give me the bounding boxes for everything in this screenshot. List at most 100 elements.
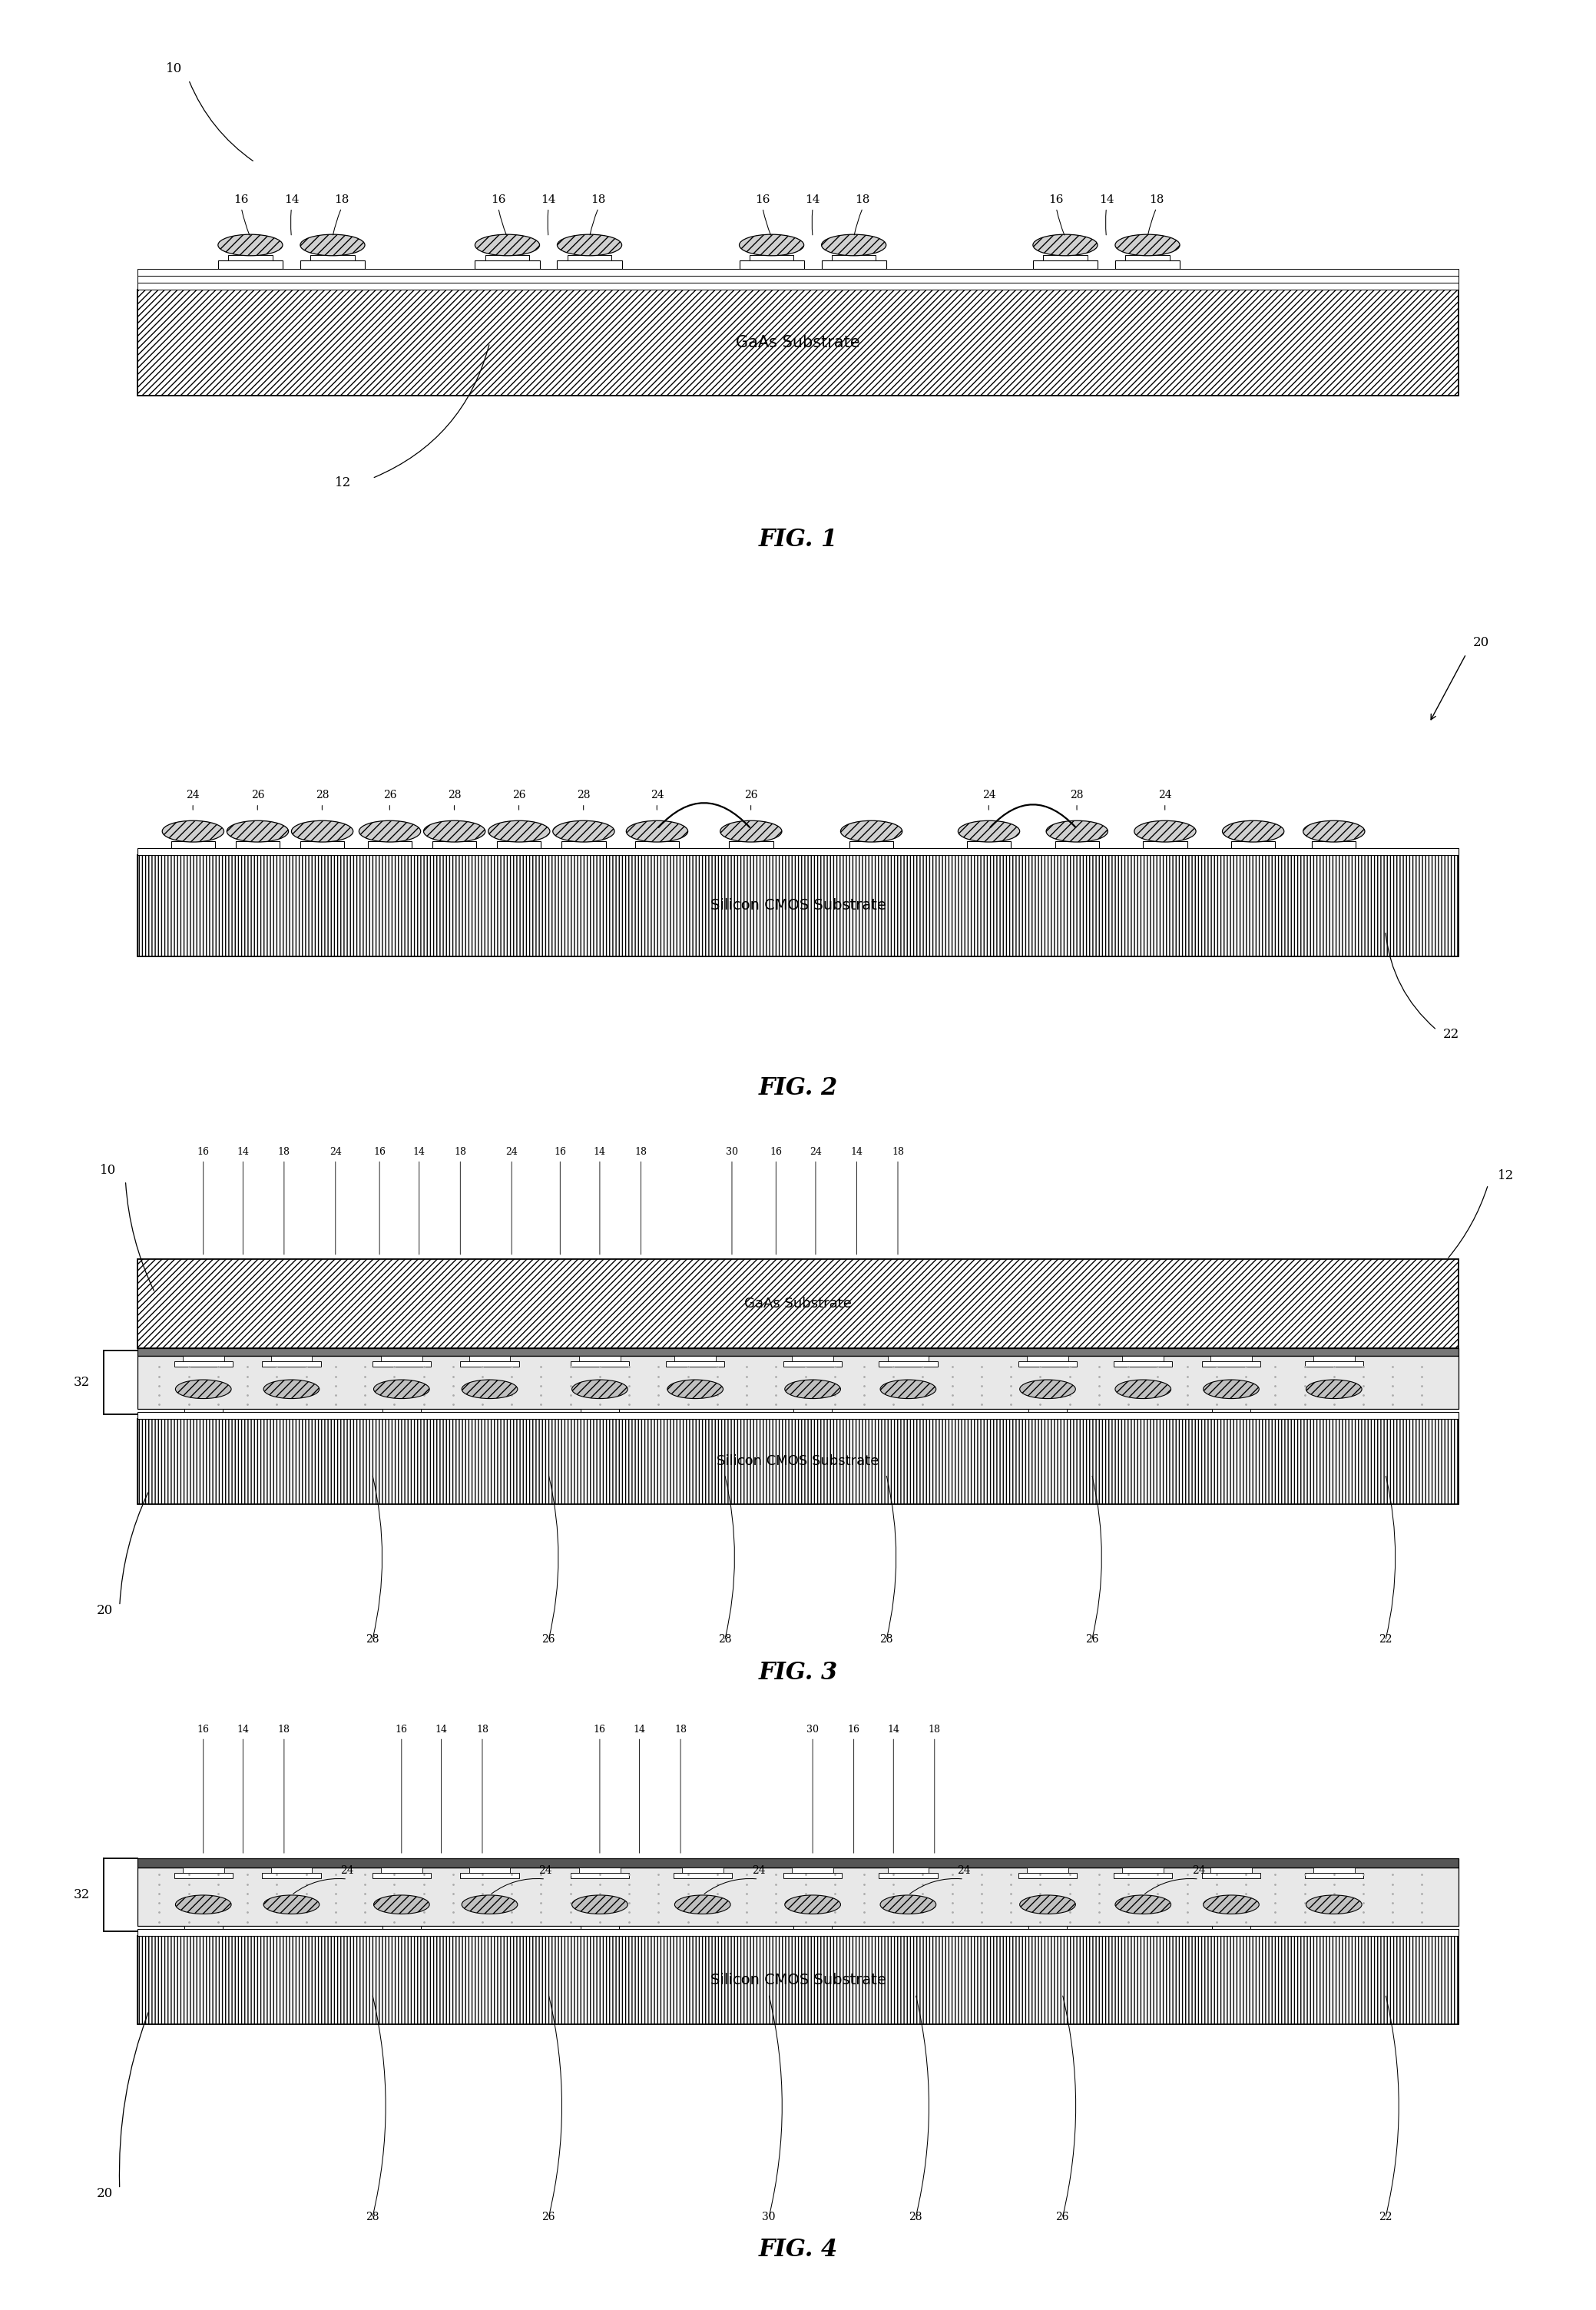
Text: 14: 14 xyxy=(236,1723,249,1735)
Text: 16: 16 xyxy=(755,194,771,206)
Ellipse shape xyxy=(1223,820,1285,843)
Bar xyxy=(137,1929,1459,1936)
Text: 28: 28 xyxy=(448,790,461,802)
Text: 18: 18 xyxy=(455,1146,466,1157)
Text: 28: 28 xyxy=(316,790,329,802)
Text: 28: 28 xyxy=(879,1633,892,1645)
Text: 20: 20 xyxy=(97,2188,113,2201)
Bar xyxy=(784,1873,843,1878)
Text: 24: 24 xyxy=(958,1864,970,1876)
Bar xyxy=(1304,1873,1363,1878)
Ellipse shape xyxy=(571,1379,627,1398)
Bar xyxy=(469,1356,511,1361)
Text: 22: 22 xyxy=(1379,2211,1392,2222)
Bar xyxy=(433,841,477,848)
Ellipse shape xyxy=(292,820,353,843)
Bar xyxy=(832,254,876,261)
Text: 22: 22 xyxy=(1379,1633,1392,1645)
Bar xyxy=(300,261,365,268)
Text: 10: 10 xyxy=(166,62,182,74)
Text: Silicon CMOS Substrate: Silicon CMOS Substrate xyxy=(717,1455,879,1469)
Bar xyxy=(1122,1356,1163,1361)
Bar xyxy=(171,841,215,848)
Text: 18: 18 xyxy=(278,1723,290,1735)
Text: 16: 16 xyxy=(396,1723,407,1735)
Text: 12: 12 xyxy=(335,476,351,490)
Ellipse shape xyxy=(461,1379,517,1398)
Text: 24: 24 xyxy=(752,1864,764,1876)
Bar xyxy=(1033,261,1098,268)
Text: 18: 18 xyxy=(855,194,870,206)
Ellipse shape xyxy=(1116,1894,1171,1915)
Bar xyxy=(666,1361,725,1368)
Bar xyxy=(1122,1866,1163,1873)
Bar xyxy=(184,1409,222,1414)
Bar xyxy=(262,1873,321,1878)
Text: 14: 14 xyxy=(236,1146,249,1157)
Bar xyxy=(137,282,1459,289)
Text: 14: 14 xyxy=(284,194,298,206)
Bar xyxy=(557,261,622,268)
Text: 16: 16 xyxy=(1049,194,1065,206)
Bar xyxy=(236,841,279,848)
Ellipse shape xyxy=(785,1894,841,1915)
Bar xyxy=(887,1356,929,1361)
Bar xyxy=(383,1409,421,1414)
Ellipse shape xyxy=(1306,1894,1361,1915)
Text: 18: 18 xyxy=(334,194,350,206)
Text: FIG. 3: FIG. 3 xyxy=(758,1661,838,1684)
Text: 12: 12 xyxy=(1497,1169,1515,1183)
Text: 16: 16 xyxy=(198,1723,209,1735)
Text: 22: 22 xyxy=(1443,1028,1460,1042)
Bar xyxy=(228,254,273,261)
Text: 16: 16 xyxy=(198,1146,209,1157)
Ellipse shape xyxy=(822,233,886,256)
Ellipse shape xyxy=(958,820,1020,843)
Bar xyxy=(460,1873,519,1878)
Text: 26: 26 xyxy=(744,790,758,802)
Ellipse shape xyxy=(1302,820,1365,843)
Bar xyxy=(879,1361,937,1368)
Bar xyxy=(1125,254,1170,261)
Bar xyxy=(1018,1873,1077,1878)
Ellipse shape xyxy=(176,1894,231,1915)
Text: 14: 14 xyxy=(541,194,555,206)
Text: 24: 24 xyxy=(539,1864,552,1876)
Text: 16: 16 xyxy=(373,1146,386,1157)
Ellipse shape xyxy=(227,820,289,843)
Bar xyxy=(1202,1873,1261,1878)
Ellipse shape xyxy=(373,1379,429,1398)
Bar xyxy=(1028,1866,1068,1873)
Ellipse shape xyxy=(1135,820,1195,843)
Text: 32: 32 xyxy=(73,1887,89,1901)
Text: 24: 24 xyxy=(506,1146,517,1157)
Text: 18: 18 xyxy=(476,1723,488,1735)
Text: 28: 28 xyxy=(908,2211,922,2222)
Text: 16: 16 xyxy=(492,194,506,206)
Text: 20: 20 xyxy=(1473,635,1489,649)
Text: 24: 24 xyxy=(1192,1864,1205,1876)
Bar xyxy=(469,1866,511,1873)
Bar xyxy=(485,254,530,261)
Bar xyxy=(1211,1356,1251,1361)
Bar xyxy=(271,1866,311,1873)
Text: 14: 14 xyxy=(806,194,820,206)
Bar xyxy=(1202,1361,1261,1368)
Ellipse shape xyxy=(488,820,551,843)
Text: 26: 26 xyxy=(251,790,265,802)
Bar xyxy=(1018,1361,1077,1368)
Text: 26: 26 xyxy=(1085,1633,1098,1645)
Text: 18: 18 xyxy=(278,1146,290,1157)
Bar xyxy=(262,1361,321,1368)
Text: 14: 14 xyxy=(436,1723,447,1735)
Ellipse shape xyxy=(571,1894,627,1915)
Text: 14: 14 xyxy=(413,1146,425,1157)
Bar xyxy=(383,1927,421,1931)
Text: 30: 30 xyxy=(761,2211,776,2222)
Bar xyxy=(1211,1866,1251,1873)
Text: Silicon CMOS Substrate: Silicon CMOS Substrate xyxy=(710,1973,886,1987)
Text: 14: 14 xyxy=(594,1146,606,1157)
Ellipse shape xyxy=(785,1379,841,1398)
Text: 26: 26 xyxy=(383,790,396,802)
Text: 26: 26 xyxy=(541,2211,555,2222)
